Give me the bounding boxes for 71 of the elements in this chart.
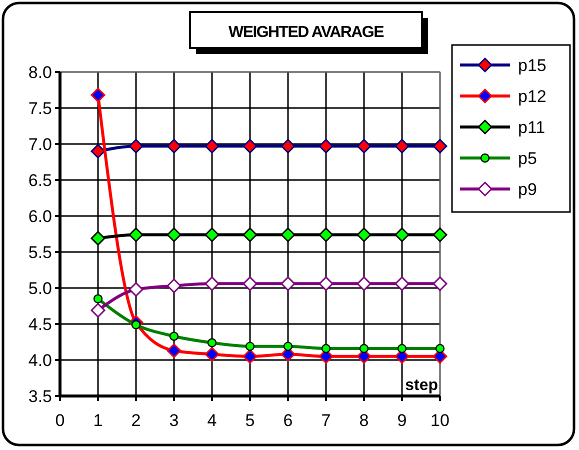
point	[204, 346, 220, 362]
point	[280, 276, 296, 291]
point	[394, 227, 410, 242]
point	[90, 231, 106, 246]
point	[394, 138, 410, 154]
y-tick-label: 7.0	[28, 134, 52, 154]
x-tick-label: 0	[55, 411, 65, 430]
point	[166, 278, 182, 294]
point	[242, 276, 258, 291]
point	[394, 276, 410, 291]
point	[245, 342, 255, 351]
y-tick-label: 6.5	[28, 170, 52, 190]
legend-label: p5	[518, 148, 537, 168]
x-tick-label: 7	[321, 411, 331, 430]
point	[90, 144, 106, 158]
point	[359, 344, 369, 354]
point	[432, 138, 448, 154]
point	[128, 282, 144, 297]
y-tick-label: 5.5	[28, 242, 52, 262]
point	[242, 227, 258, 242]
point	[397, 344, 407, 354]
x-tick-label: 9	[397, 411, 407, 430]
point	[318, 276, 334, 291]
legend-label: p15	[518, 56, 546, 75]
point	[90, 88, 106, 102]
point	[318, 227, 334, 242]
point	[432, 227, 448, 242]
point	[204, 276, 220, 291]
point	[242, 138, 258, 154]
point	[432, 276, 448, 291]
point	[166, 227, 182, 242]
point	[169, 332, 179, 341]
legend-label: p11	[518, 118, 546, 137]
y-tick-label: 6.0	[28, 206, 52, 226]
point	[318, 138, 334, 154]
point	[128, 227, 144, 242]
x-tick-label: 6	[283, 411, 293, 430]
y-tick-label: 8.0	[28, 62, 52, 82]
point	[204, 138, 220, 154]
legend-label: p9	[518, 180, 537, 199]
point	[166, 343, 182, 358]
point	[242, 349, 258, 364]
y-tick-label: 4.5	[28, 314, 52, 334]
point	[356, 138, 372, 154]
point	[204, 227, 220, 242]
y-tick-label: 5.0	[28, 278, 52, 298]
x-tick-label: 1	[93, 411, 103, 430]
x-tick-label: 8	[359, 411, 369, 430]
point	[90, 303, 106, 318]
point	[93, 294, 103, 304]
y-tick-label: 4.0	[28, 350, 52, 370]
point	[435, 344, 445, 354]
point	[321, 344, 331, 354]
x-tick-label: 5	[245, 411, 255, 430]
point	[280, 227, 296, 242]
x-axis-title: step	[405, 377, 438, 394]
point	[166, 138, 182, 154]
point	[283, 342, 293, 351]
y-tick-label: 7.5	[28, 98, 52, 118]
x-tick-label: 3	[169, 411, 179, 430]
legend-label: p12	[518, 86, 546, 106]
point	[207, 338, 217, 348]
x-tick-label: 2	[131, 411, 141, 430]
point	[128, 138, 144, 154]
point	[356, 276, 372, 291]
x-tick-label: 10	[430, 411, 450, 430]
chart-title: WEIGHTED AVARAGE	[228, 24, 385, 41]
y-tick-label: 3.5	[28, 386, 52, 406]
point	[280, 138, 296, 154]
point	[356, 227, 372, 242]
x-tick-label: 4	[207, 411, 217, 430]
